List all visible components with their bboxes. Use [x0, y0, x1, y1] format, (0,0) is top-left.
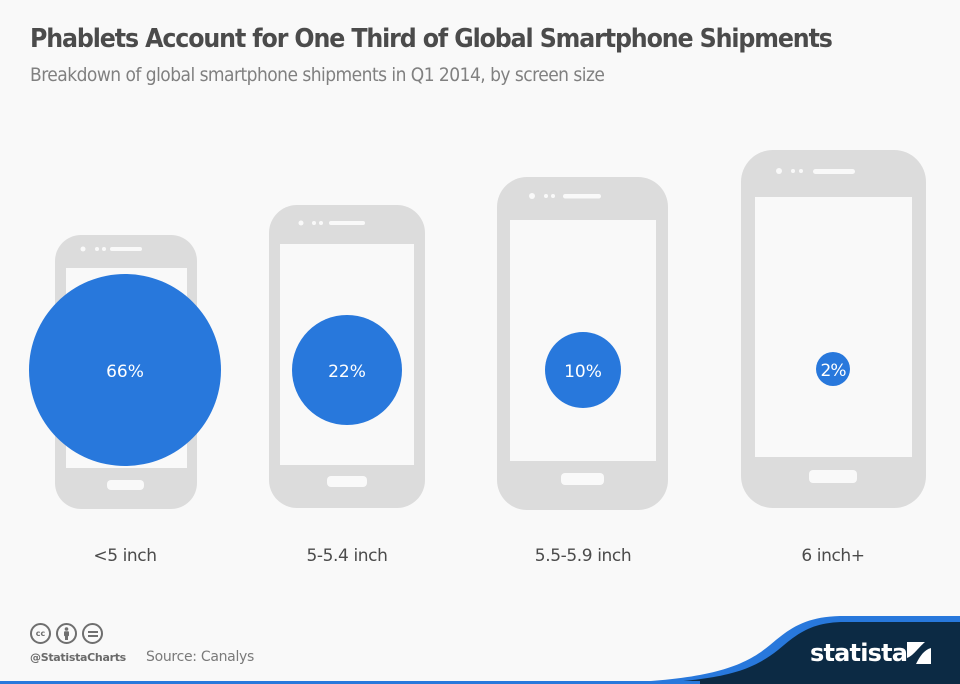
chart-subtitle: Breakdown of global smartphone shipments… — [30, 64, 605, 86]
license-icons: cc — [30, 623, 103, 644]
no-derivatives-icon[interactable] — [82, 623, 103, 644]
source-text: Source: Canalys — [146, 649, 255, 665]
chart-title: Phablets Account for One Third of Global… — [30, 24, 833, 54]
statista-brand-logo[interactable]: statista — [810, 639, 908, 667]
bubble-2 — [292, 315, 402, 425]
bubble-4 — [816, 352, 850, 386]
value-label-1: 66% — [106, 362, 144, 382]
bubble-3 — [545, 332, 621, 408]
creative-commons-icon[interactable]: cc — [30, 623, 51, 644]
attribution-icon[interactable] — [56, 623, 77, 644]
statista-logo-icon — [907, 642, 931, 664]
category-label-1: <5 inch — [93, 546, 157, 566]
category-label-2: 5-5.4 inch — [306, 546, 388, 566]
brand-band — [620, 622, 960, 684]
category-label-4: 6 inch+ — [801, 546, 865, 566]
value-label-3: 10% — [564, 362, 602, 382]
category-label-3: 5.5-5.9 inch — [534, 546, 632, 566]
value-label-2: 22% — [328, 362, 366, 382]
phone-icon-4 — [741, 150, 926, 508]
bubble-1 — [29, 274, 221, 466]
value-label-4: 2% — [821, 361, 847, 381]
bottom-accent-line — [0, 681, 700, 684]
statista-charts-handle[interactable]: @StatistaCharts — [30, 651, 126, 664]
